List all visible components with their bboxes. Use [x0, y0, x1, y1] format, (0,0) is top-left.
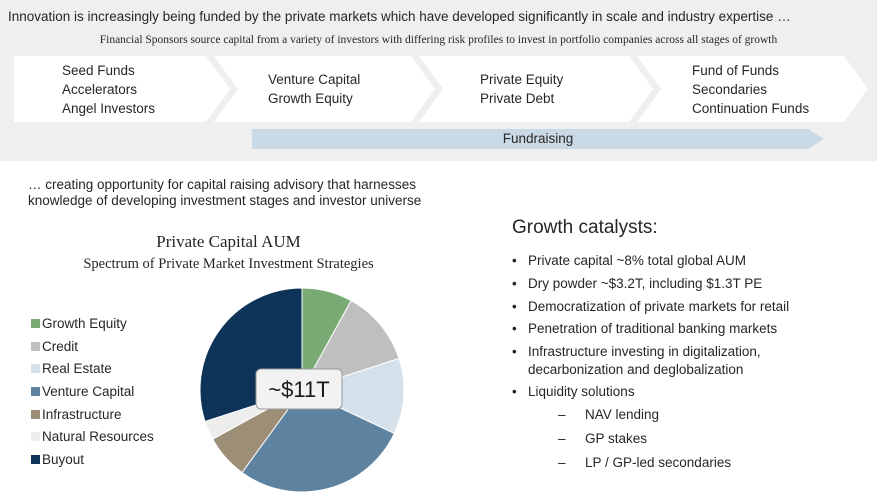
chart-title: Private Capital AUM [156, 232, 301, 251]
fundraising-label: Fundraising [502, 131, 574, 146]
legend-item: Venture Capital [31, 380, 154, 403]
stage-chevron-1 [14, 56, 230, 122]
bullet-glyph: • [512, 253, 517, 268]
legend-label: Infrastructure [42, 406, 122, 422]
intro-line: … creating opportunity for capital raisi… [28, 177, 416, 192]
bullet-glyph: • [512, 275, 517, 291]
bullet-glyph: • [512, 344, 517, 360]
legend-label: Growth Equity [42, 315, 127, 331]
center-label-box [255, 368, 343, 410]
legend-label: Real Estate [42, 361, 112, 377]
liquidity-sub-item: – LP / GP-led secondaries [558, 454, 732, 470]
dash-glyph: – [558, 431, 566, 447]
aum-pie-chart: ~$11T [199, 287, 405, 493]
stage-item: Seed Funds [62, 63, 135, 78]
legend-label: Credit [42, 338, 79, 354]
legend-swatch [31, 318, 40, 328]
legend-label: Venture Capital [42, 383, 135, 399]
catalysts-list: • Private capital ~8% total global AUM • D… [512, 252, 789, 478]
catalyst-item: • Infrastructure investing in digitalizat… [512, 344, 761, 377]
legend-item: Infrastructure [31, 403, 154, 426]
center-label: ~$11T [255, 368, 343, 410]
legend-item: Natural Resources [31, 425, 154, 448]
chart-legend: Growth Equity Credit Real Estate Venture Ca… [31, 312, 154, 471]
stage-item: Continuation Funds [692, 101, 810, 116]
legend-item: Credit [31, 335, 154, 358]
intro-text: … creating opportunity for capital raisi… [28, 177, 421, 209]
stage-item: Venture Capital [268, 72, 361, 87]
legend-label: Buyout [42, 451, 85, 467]
stage-item: Private Debt [480, 91, 555, 106]
stage-3-text: Private Equity Private Debt [480, 70, 563, 108]
pie-slice-real-estate [300, 357, 405, 435]
legend-swatch [31, 432, 40, 442]
legend-item: Real Estate [31, 357, 154, 380]
legend-item: Growth Equity [31, 312, 154, 335]
stage-item: Fund of Funds [692, 63, 780, 78]
catalyst-item: • Private capital ~8% total global AUM [512, 253, 746, 268]
liquidity-sub-item: – NAV lending [558, 407, 660, 423]
pie-slice-venture-capital [241, 389, 395, 493]
stage-item: Angel Investors [62, 101, 156, 116]
catalyst-item: • Penetration of traditional banking mark… [512, 321, 778, 337]
headline: Innovation is increasingly being funded … [8, 9, 791, 24]
stage-item: Accelerators [62, 82, 138, 97]
bullet-glyph: • [512, 321, 517, 337]
stage-1-text: Seed Funds Accelerators Angel Investors [62, 61, 155, 118]
legend-swatch [31, 364, 40, 374]
bullet-glyph: • [512, 298, 517, 314]
catalyst-item: • Democratization of private markets for … [512, 298, 790, 314]
center-label-text: ~$11T [268, 377, 329, 402]
dash-glyph: – [558, 407, 566, 423]
catalysts-title: Growth catalysts: [512, 217, 658, 238]
stage-chevron-4 [637, 56, 868, 122]
stage-2-text: Venture Capital Growth Equity [268, 70, 360, 108]
dash-glyph: – [558, 454, 566, 470]
intro-line: knowledge of developing investment stage… [28, 193, 422, 208]
fundraising-arrow [252, 129, 824, 149]
stage-item: Private Equity [480, 72, 564, 87]
catalyst-item: • Dry powder ~$3.2T, including $1.3T PE [512, 275, 763, 291]
catalyst-item: • Liquidity solutions [512, 384, 635, 400]
legend-swatch [31, 341, 40, 351]
legend-item: Buyout [31, 448, 154, 471]
stage-item: Growth Equity [268, 91, 353, 106]
legend-swatch [31, 409, 40, 419]
stage-chevrons [14, 56, 868, 122]
bullet-glyph: • [512, 384, 517, 400]
chart-subtitle: Spectrum of Private Market Investment St… [83, 256, 374, 272]
subheadline: Financial Sponsors source capital from a… [99, 34, 778, 46]
liquidity-sub-item: – GP stakes [558, 431, 648, 447]
stage-chevron-2 [214, 56, 435, 122]
stage-chevron-3 [419, 56, 653, 122]
pie-slice-credit [300, 299, 400, 391]
legend-label: Natural Resources [42, 429, 154, 445]
legend-swatch [31, 454, 40, 464]
stage-item: Secondaries [692, 82, 768, 97]
legend-swatch [31, 386, 40, 396]
stage-4-text: Fund of Funds Secondaries Continuation F… [692, 61, 809, 118]
